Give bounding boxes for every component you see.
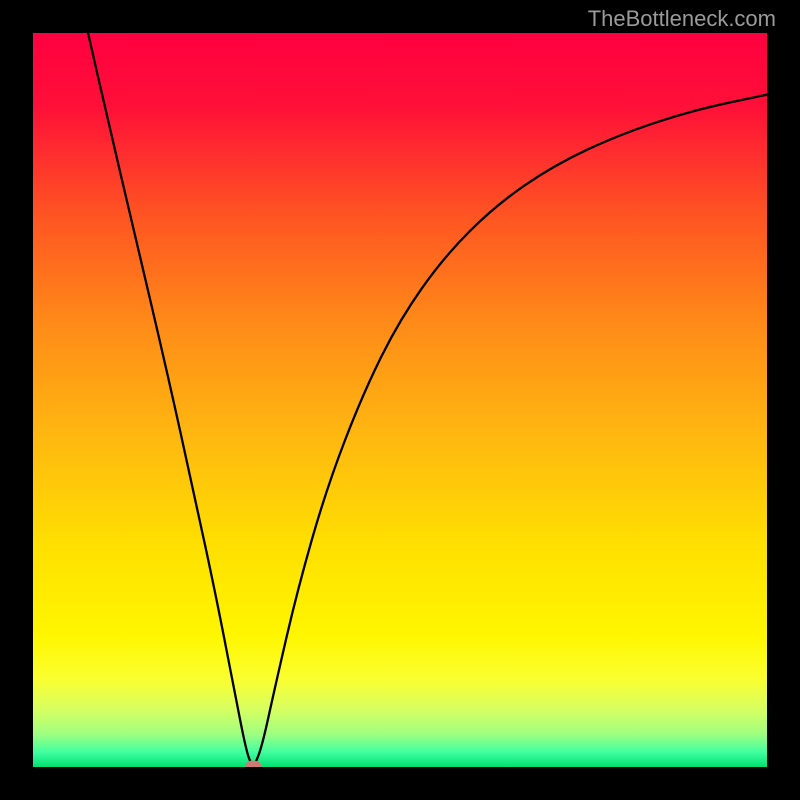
bottleneck-chart: [0, 0, 800, 800]
chart-container: { "watermark": { "text": "TheBottleneck.…: [0, 0, 800, 800]
plot-background-gradient: [33, 33, 767, 767]
watermark-text: TheBottleneck.com: [588, 6, 776, 32]
